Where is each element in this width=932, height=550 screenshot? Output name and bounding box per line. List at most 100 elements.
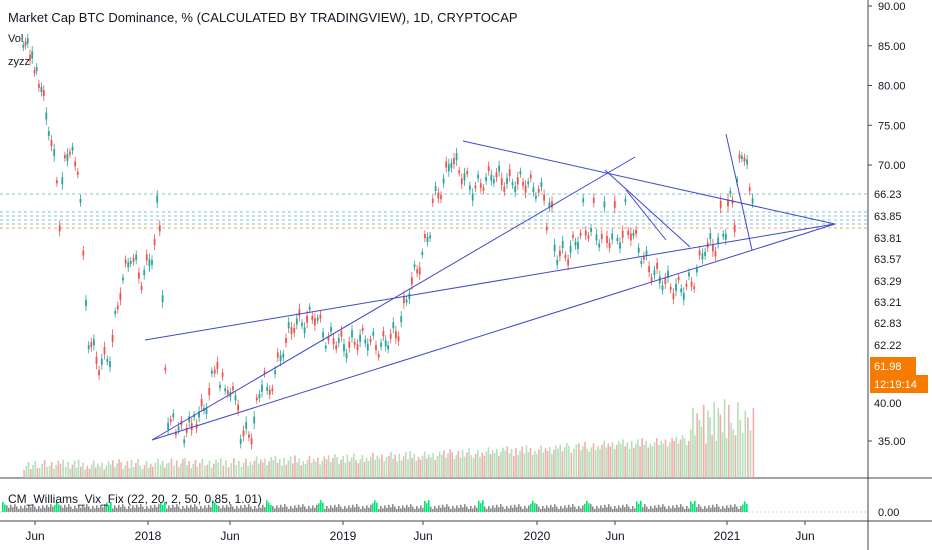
indicator-bar	[702, 509, 704, 512]
price-tag-label: 62.83	[874, 318, 902, 330]
indicator-bar	[154, 504, 156, 512]
volume-bar	[423, 451, 426, 478]
indicator-bar	[340, 506, 342, 512]
volume-bar	[302, 461, 305, 478]
candle-body	[24, 41, 27, 46]
x-tick-label: 2019	[330, 529, 357, 543]
candle-body	[319, 314, 322, 319]
indicator-bar	[670, 508, 672, 512]
indicator-bar	[492, 505, 494, 512]
volume-bar	[601, 444, 603, 478]
candle-body	[682, 292, 685, 300]
indicator-bar	[92, 506, 94, 512]
candle-body	[611, 233, 614, 240]
indicator-bar	[288, 509, 290, 512]
indicator-bar	[594, 509, 596, 512]
volume-bar	[502, 447, 504, 478]
volume-bar	[666, 446, 669, 478]
indicator-bar	[408, 507, 410, 512]
indicator-bar	[430, 506, 432, 512]
indicator-bar	[142, 506, 144, 512]
candle-body	[172, 413, 175, 418]
candle-body	[458, 170, 461, 174]
candle-body	[587, 235, 590, 239]
volume-bar	[559, 444, 561, 478]
indicator-bar	[198, 509, 200, 512]
volume-bar	[725, 438, 728, 478]
volume-bar	[633, 447, 635, 478]
indicator-bar	[134, 507, 136, 512]
indicator-bar	[716, 504, 718, 512]
candle-body	[103, 347, 106, 355]
candle-body	[93, 339, 95, 346]
indicator-bar	[500, 504, 502, 512]
candle-body	[606, 236, 608, 243]
volume-bar	[592, 443, 595, 478]
candle-body	[266, 386, 269, 391]
indicator-bar	[424, 500, 426, 512]
price-tag-label: 61.98	[874, 361, 902, 373]
candle-body	[624, 198, 627, 202]
volume-bar	[575, 444, 578, 478]
volume-bar	[660, 440, 662, 478]
candle-body	[53, 149, 56, 157]
indicator-bar	[380, 506, 382, 512]
candle-body	[453, 158, 455, 164]
indicator-bar	[58, 504, 60, 512]
volume-bar	[213, 463, 215, 478]
indicator-bar	[586, 500, 588, 512]
x-tick-label: Jun	[220, 529, 239, 543]
indicator-bar	[264, 507, 266, 512]
candle-body	[648, 266, 650, 273]
candle-body	[31, 51, 34, 59]
candle-body	[22, 44, 25, 48]
candle-body	[90, 342, 93, 348]
candle-body	[519, 171, 522, 175]
volume-bar	[451, 452, 453, 478]
volume-bar	[266, 465, 268, 478]
volume-bar	[590, 447, 593, 478]
candle-body	[47, 131, 50, 137]
indicator-bar	[54, 505, 56, 512]
indicator-bar	[206, 507, 208, 512]
volume-bar	[168, 462, 170, 478]
indicator-bar	[694, 500, 696, 512]
volume-bar	[673, 440, 675, 478]
volume-bar	[394, 454, 396, 478]
candle-body	[208, 388, 211, 396]
volume-bar	[515, 447, 517, 478]
indicator-bar	[42, 505, 44, 512]
volume-bar	[296, 462, 298, 478]
volume-bar	[715, 440, 718, 478]
candle-body	[124, 259, 127, 264]
indicator-bar	[732, 507, 734, 512]
indicator-bar	[582, 505, 584, 512]
volume-bar	[617, 440, 620, 478]
volume-bar	[105, 465, 108, 478]
volume-bar	[599, 448, 601, 478]
trendline	[725, 133, 753, 251]
candle-body	[529, 174, 532, 179]
candle-body	[736, 179, 738, 183]
indicator-bar	[182, 506, 184, 512]
volume-bar	[392, 458, 394, 478]
volume-bar	[647, 447, 650, 478]
volume-bar	[525, 445, 528, 478]
candle-body	[490, 174, 493, 181]
candle-body	[572, 234, 574, 238]
candle-body	[426, 237, 429, 242]
indicator-bar	[718, 506, 720, 512]
indicator-bar	[428, 500, 430, 512]
volume-bar	[696, 413, 698, 478]
volume-bar	[365, 457, 368, 478]
indicator-bar	[588, 503, 590, 512]
volume-bar	[227, 467, 230, 478]
candle-body	[514, 186, 517, 193]
indicator-bar	[442, 504, 444, 512]
volume-bar	[90, 464, 93, 478]
candle-body	[114, 311, 117, 314]
indicator-bar	[124, 506, 126, 512]
volume-bar	[43, 459, 46, 478]
volume-bar	[268, 461, 270, 478]
candle-body	[719, 200, 722, 208]
